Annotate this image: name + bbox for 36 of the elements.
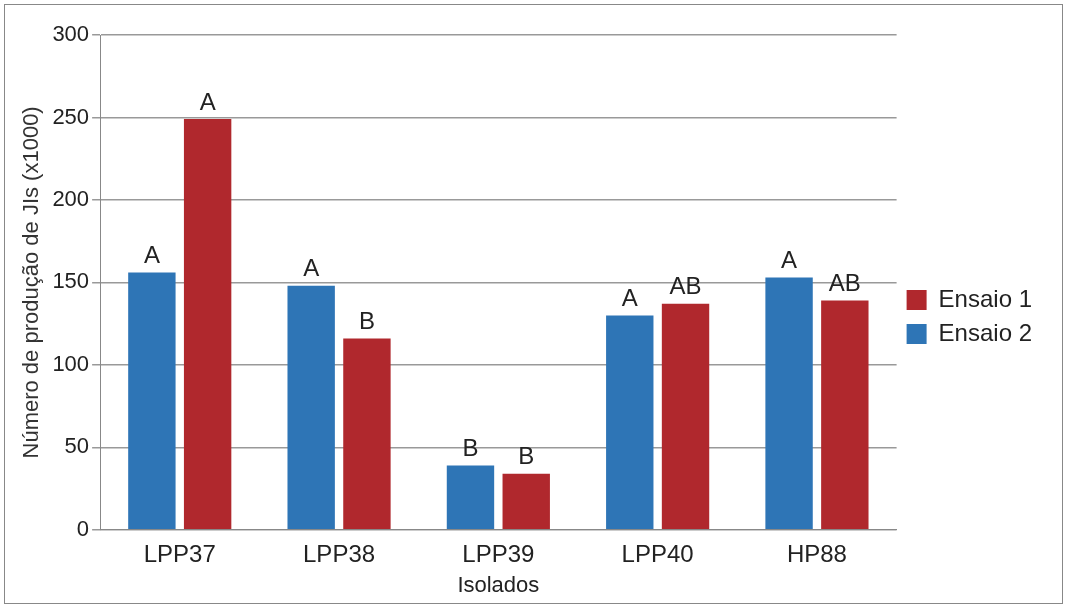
data-label: AB [669, 272, 702, 300]
x-tick-label: LPP40 [621, 539, 694, 567]
data-label: B [358, 307, 375, 335]
data-label: A [303, 254, 320, 282]
bar [765, 277, 813, 530]
bar [821, 300, 869, 530]
bar [183, 119, 232, 530]
x-tick-label: LPP37 [143, 539, 216, 567]
legend-label: Ensaio 1 [938, 284, 1033, 312]
bar [128, 272, 176, 530]
data-label: A [143, 241, 160, 269]
y-tick-label: 200 [52, 186, 90, 211]
x-axis-title: Isolados [457, 571, 540, 597]
data-label: B [518, 442, 535, 470]
y-tick-label: 0 [76, 515, 90, 541]
x-tick-label: LPP39 [462, 539, 535, 567]
y-tick-label: 250 [52, 103, 90, 129]
y-axis-title: Número de produção de JIs (x1000) [18, 106, 44, 459]
bar [661, 303, 710, 530]
data-label: A [621, 284, 638, 312]
y-tick-label: 300 [52, 21, 90, 47]
data-label: A [781, 246, 798, 274]
y-tick-label: 100 [52, 350, 90, 376]
x-tick-label: LPP38 [303, 539, 376, 567]
x-tick-label: HP88 [786, 539, 847, 567]
bar [502, 473, 550, 530]
data-label: A [199, 87, 216, 115]
data-label: B [462, 434, 479, 462]
bar [606, 315, 654, 530]
data-label: AB [828, 269, 861, 297]
bar [446, 465, 495, 530]
y-tick-label: 150 [52, 268, 90, 294]
bar [343, 338, 391, 530]
legend-label: Ensaio 2 [938, 318, 1033, 346]
y-tick-label: 50 [64, 433, 90, 459]
bar [287, 285, 335, 530]
